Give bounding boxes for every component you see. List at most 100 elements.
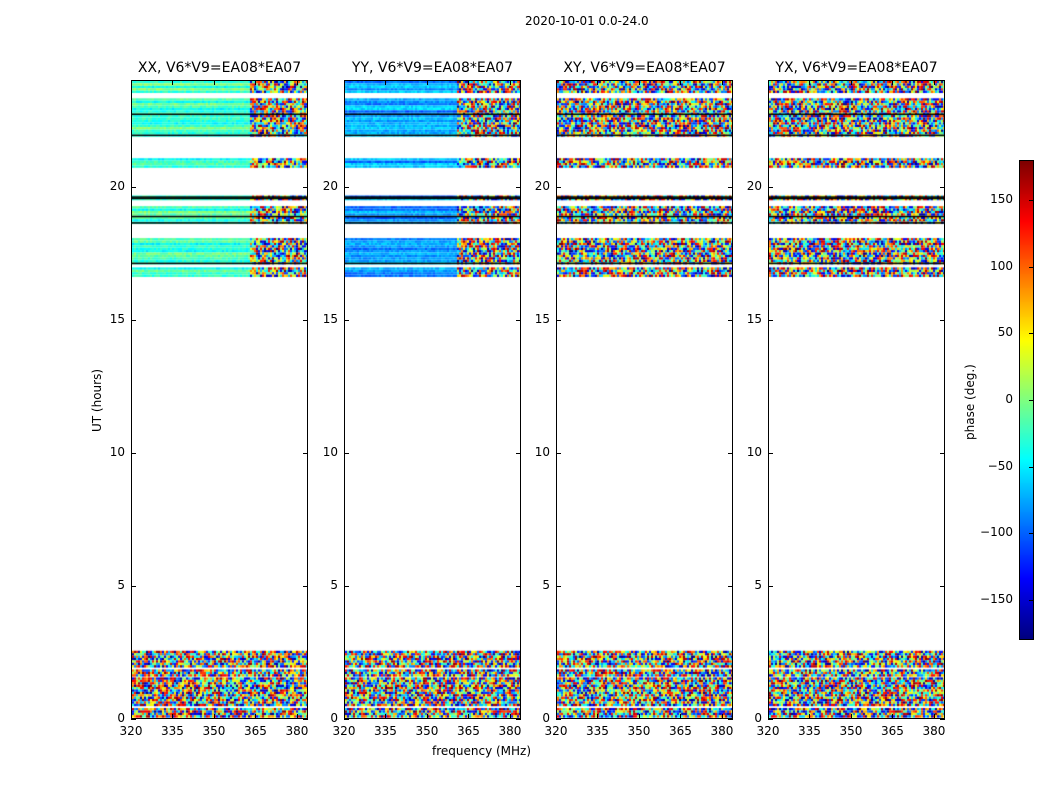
y-tick — [728, 186, 733, 188]
y-tick — [131, 585, 136, 587]
y-tick-label: 20 — [109, 178, 125, 193]
y-tick-label: 10 — [746, 444, 762, 459]
colorbar-tick — [1029, 466, 1033, 468]
colorbar-tick — [1029, 400, 1033, 401]
x-tick-label: 365 — [881, 724, 904, 738]
y-tick — [516, 319, 521, 321]
y-tick-label: 20 — [322, 178, 338, 193]
x-tick — [850, 714, 852, 719]
x-tick — [344, 80, 345, 85]
x-tick — [933, 714, 935, 719]
y-tick-label: 20 — [534, 178, 550, 193]
colorbar-tick-label: 50 — [997, 325, 1013, 340]
x-tick — [131, 80, 132, 85]
y-tick — [728, 585, 733, 587]
x-tick-label: 335 — [798, 724, 821, 738]
colorbar-tick-label: 100 — [990, 258, 1013, 273]
x-tick-label: 335 — [374, 724, 397, 738]
y-tick — [131, 452, 136, 454]
y-tick — [344, 452, 349, 454]
y-tick — [768, 585, 773, 587]
y-tick-label: 15 — [322, 311, 338, 326]
y-tick — [556, 319, 561, 321]
colorbar — [1019, 160, 1034, 640]
y-axis-label: UT (hours) — [90, 368, 104, 432]
x-tick — [255, 714, 257, 719]
colorbar-tick-label: 0 — [1005, 392, 1013, 406]
heatmap-canvas — [345, 81, 520, 718]
x-tick — [721, 714, 723, 719]
y-tick — [940, 319, 945, 321]
x-tick — [809, 714, 811, 719]
x-tick — [638, 714, 640, 719]
x-tick — [597, 80, 599, 85]
x-tick-label: 320 — [544, 724, 568, 738]
colorbar-tick — [1029, 266, 1033, 268]
colorbar-tick — [1029, 533, 1033, 535]
y-tick-label: 0 — [542, 711, 550, 725]
x-tick — [556, 80, 557, 85]
y-tick — [131, 719, 136, 720]
x-tick — [933, 80, 935, 85]
x-tick-label: 365 — [669, 724, 692, 738]
y-tick — [728, 719, 733, 720]
x-tick — [597, 714, 599, 719]
x-tick — [809, 80, 811, 85]
heatmap-canvas — [132, 81, 307, 718]
panel-title: XY, V6*V9=EA08*EA07 — [563, 60, 726, 76]
panel-title: YX, V6*V9=EA08*EA07 — [775, 60, 938, 76]
y-tick-label: 15 — [746, 311, 762, 326]
x-tick — [509, 714, 511, 719]
x-tick — [296, 80, 298, 85]
y-tick-label: 15 — [109, 311, 125, 326]
x-tick — [131, 714, 132, 719]
x-tick — [344, 714, 345, 719]
y-tick — [516, 585, 521, 587]
x-tick — [426, 714, 428, 719]
x-tick — [721, 80, 723, 85]
colorbar-label: phase (deg.) — [963, 364, 977, 440]
x-tick-label: 365 — [244, 724, 267, 738]
y-tick-label: 0 — [330, 711, 338, 725]
y-tick — [303, 585, 308, 587]
panel-title: XX, V6*V9=EA08*EA07 — [137, 60, 302, 76]
y-tick — [940, 585, 945, 587]
y-tick — [344, 186, 349, 188]
x-tick — [850, 80, 852, 85]
x-tick-label: 380 — [922, 724, 946, 738]
x-tick-label: 380 — [285, 724, 309, 738]
y-tick — [344, 319, 349, 321]
y-tick — [303, 452, 308, 454]
y-tick-label: 0 — [754, 711, 762, 725]
colorbar-tick-label: −50 — [987, 458, 1013, 473]
colorbar-tick-label: 150 — [990, 192, 1013, 206]
y-tick — [556, 585, 561, 587]
x-tick — [638, 80, 640, 85]
y-tick — [940, 452, 945, 454]
x-axis-label: frequency (MHz) — [432, 744, 532, 758]
colorbar-tick — [1029, 600, 1033, 601]
y-tick-label: 5 — [754, 577, 762, 592]
x-tick-label: 320 — [756, 724, 780, 738]
y-tick — [940, 719, 945, 720]
x-tick — [385, 714, 387, 719]
colorbar-tick — [1029, 333, 1033, 335]
y-tick — [556, 186, 561, 188]
y-tick — [131, 319, 136, 321]
heatmap-canvas — [557, 81, 732, 718]
y-tick — [556, 452, 561, 454]
y-tick — [344, 719, 349, 720]
x-tick — [509, 80, 511, 85]
x-tick-label: 365 — [457, 724, 480, 738]
y-tick — [516, 719, 521, 720]
y-tick — [768, 319, 773, 321]
y-tick-label: 10 — [109, 444, 125, 459]
y-tick-label: 10 — [322, 444, 338, 459]
y-tick — [303, 186, 308, 188]
y-tick — [516, 452, 521, 454]
y-tick — [556, 719, 561, 720]
x-tick-label: 350 — [627, 724, 651, 738]
y-tick — [131, 186, 136, 188]
x-tick — [385, 80, 387, 85]
